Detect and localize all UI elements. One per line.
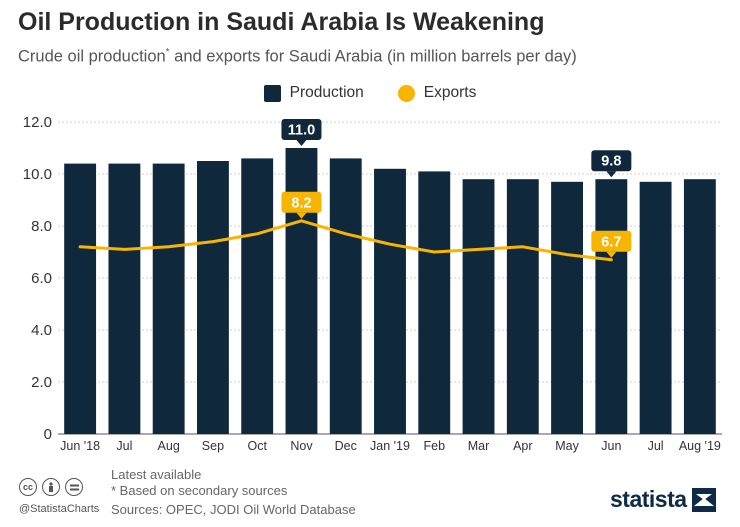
nd-icon	[65, 478, 83, 496]
callout-pointer	[606, 171, 617, 178]
statista-logo-icon	[691, 487, 716, 512]
brand-name: statista	[610, 486, 687, 512]
subtitle-footnote-mark: *	[165, 47, 170, 58]
bar-production	[683, 179, 716, 434]
legend-label-exports: Exports	[423, 84, 477, 101]
bar-production	[241, 158, 274, 434]
data-label: 11.0	[288, 123, 315, 139]
footer-sources: Sources: OPEC, JODI Oil World Database	[111, 502, 356, 517]
callout-box	[281, 119, 322, 140]
x-tick-label: Aug '19	[679, 439, 721, 453]
bar-production	[285, 148, 318, 434]
license-icons: cc	[19, 478, 83, 496]
statista-brand[interactable]: statista	[610, 486, 716, 513]
callout-pointer	[296, 212, 307, 219]
line-exports	[78, 219, 613, 262]
bar-production	[418, 171, 451, 434]
bar-production	[108, 163, 141, 434]
bar-production	[374, 168, 406, 435]
data-label: 6.7	[601, 234, 621, 250]
cc-icon: cc	[19, 478, 37, 496]
y-tick-label: 4.0	[31, 322, 52, 339]
x-tick-label: Sep	[202, 439, 224, 453]
y-tick-label: 10.0	[23, 166, 52, 183]
x-tick-label: May	[555, 439, 579, 453]
bar-production	[152, 163, 185, 434]
callout-pointer	[296, 140, 307, 146]
footer-note: * Based on secondary sources	[111, 483, 288, 498]
callout-box	[591, 230, 632, 252]
subtitle-rest: and exports for Saudi Arabia (in million…	[169, 47, 577, 66]
y-tick-label: 8.0	[31, 218, 52, 235]
x-tick-label: Jun '18	[60, 439, 100, 453]
social-handle: @StatistaCharts	[19, 503, 100, 515]
data-label: 9.8	[601, 154, 621, 170]
callout-box	[281, 191, 322, 213]
x-tick-label: Jul	[648, 439, 664, 453]
footer-latest: Latest available	[111, 467, 202, 482]
y-tick-label: 12.0	[23, 114, 52, 131]
x-tick-label: Mar	[468, 439, 490, 453]
data-label: 8.2	[291, 195, 311, 211]
by-icon	[42, 478, 60, 496]
callout-pointer	[606, 251, 617, 258]
legend-item-production: Production	[263, 84, 364, 102]
bar-production	[551, 181, 584, 434]
subtitle-text: Crude oil production	[18, 47, 166, 66]
callout-box	[591, 150, 632, 172]
x-tick-label: Apr	[513, 439, 532, 453]
x-tick-label: Oct	[247, 439, 267, 453]
x-tick-label: Jul	[116, 439, 132, 453]
y-tick-label: 6.0	[31, 270, 52, 287]
legend-swatch-production	[263, 84, 281, 102]
legend-label-production: Production	[289, 84, 364, 101]
x-tick-label: Feb	[423, 439, 445, 453]
legend-swatch-exports	[397, 84, 415, 102]
bar-production	[196, 161, 229, 434]
bar-production	[595, 179, 628, 434]
x-tick-label: Dec	[335, 439, 357, 453]
bar-production	[329, 158, 362, 434]
bar-production	[462, 179, 495, 434]
legend-item-exports: Exports	[397, 84, 477, 102]
bar-production	[639, 181, 672, 434]
bar-production	[506, 179, 539, 434]
chart-subtitle: Crude oil production* and exports for Sa…	[18, 47, 577, 67]
x-tick-label: Jun	[601, 439, 621, 453]
y-tick-label: 0	[44, 426, 52, 443]
y-tick-label: 2.0	[31, 374, 52, 391]
x-tick-label: Nov	[290, 439, 313, 453]
x-tick-label: Jan '19	[370, 439, 410, 453]
bar-production	[64, 163, 97, 434]
legend: Production Exports	[0, 84, 740, 102]
chart-title: Oil Production in Saudi Arabia Is Weaken…	[18, 8, 545, 36]
x-tick-label: Aug	[158, 439, 180, 453]
